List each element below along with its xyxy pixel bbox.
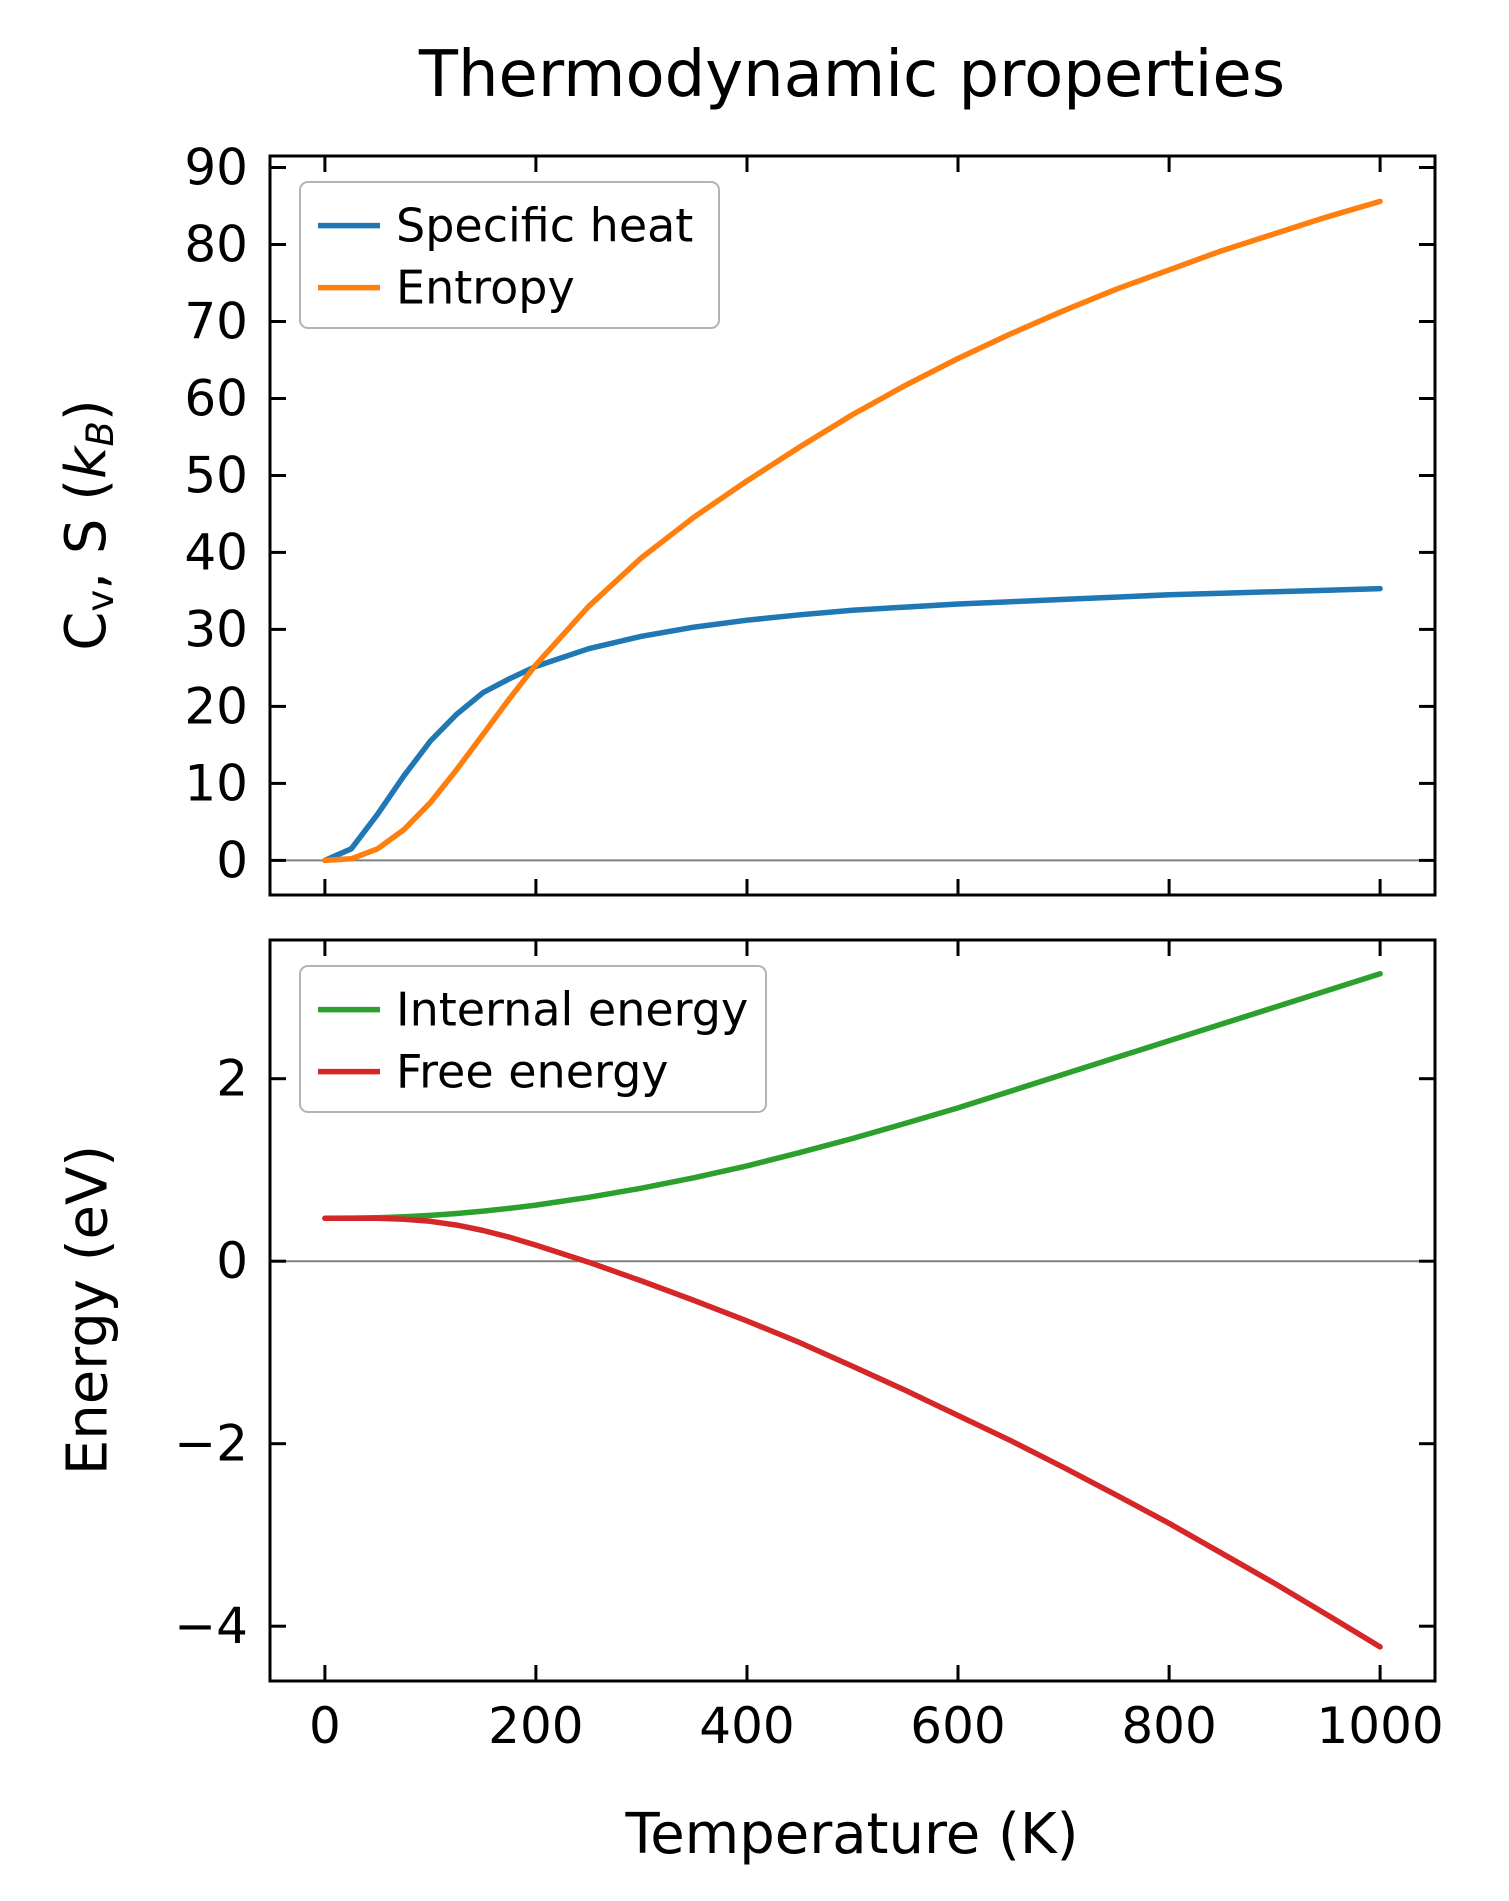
legend-label: Internal energy [396, 983, 748, 1037]
legend: Internal energy Free energy [299, 965, 767, 1113]
y-axis-label-segment: ) [53, 399, 119, 422]
y-tick-label: 60 [184, 370, 248, 428]
legend-label: Free energy [396, 1045, 669, 1099]
y-tick-label: 30 [184, 600, 248, 658]
y-tick-label: −2 [174, 1415, 248, 1473]
x-tick-label: 400 [699, 1697, 794, 1755]
upper-plot-area: 0 10 20 30 40 50 60 70 80 90 Specific heat Entropy [184, 139, 1437, 897]
y-axis-label-segment: Energy (eV) [55, 1144, 121, 1476]
y-tick-label: 90 [184, 139, 248, 197]
axis-ticks [270, 940, 1435, 1681]
y-tick-label: 0 [216, 1232, 248, 1290]
thermo-upper-svg: 0 10 20 30 40 50 60 70 80 90 Specific heat Entropy [184, 139, 1437, 897]
y-tick-label: 40 [184, 523, 248, 581]
y-tick-label: −4 [174, 1597, 248, 1655]
y-tick-label: 70 [184, 293, 248, 351]
y-axis-label-segment: v [79, 589, 123, 612]
x-tick-label: 1000 [1316, 1697, 1443, 1755]
axes-spines [268, 938, 1437, 1683]
y-axis-label-segment: k [53, 446, 119, 479]
series-line-free-energy [322, 1215, 1383, 1650]
series-line-specific-heat [322, 585, 1383, 864]
x-tick-label: 0 [309, 1697, 341, 1755]
chart-title: Thermodynamic properties [418, 38, 1286, 112]
y-tick-label: 10 [184, 754, 248, 812]
legend-box [299, 181, 720, 329]
y-tick-label: 2 [216, 1050, 248, 1108]
legend-label: Specific heat [396, 199, 693, 253]
lower-y-axis-label: Energy (eV) [56, 1145, 121, 1475]
y-axis-label-segment: , S ( [53, 478, 119, 590]
upper-y-axis-label: Cv, S (kB) [54, 399, 122, 650]
thermo-lower-svg: 0 200 400 600 800 1000 −4 −2 0 2 Internal energy Fr… [174, 938, 1444, 1755]
x-axis-label: Temperature (K) [625, 1802, 1079, 1867]
y-axis-label-segment: C [53, 611, 119, 651]
y-tick-label: 0 [216, 831, 248, 889]
x-tick-label: 600 [910, 1697, 1005, 1755]
axes-spines [268, 154, 1437, 897]
series-line-entropy [322, 198, 1383, 864]
series-line-internal-energy [322, 971, 1383, 1222]
x-tick-label: 800 [1121, 1697, 1216, 1755]
axis-ticks [270, 156, 1435, 895]
legend-box [299, 965, 767, 1113]
x-tick-label: 200 [488, 1697, 583, 1755]
y-tick-label: 20 [184, 677, 248, 735]
y-tick-label: 80 [184, 216, 248, 274]
y-tick-label: 50 [184, 447, 248, 505]
legend-label: Entropy [396, 261, 575, 315]
y-axis-label-segment: B [79, 421, 123, 447]
legend: Specific heat Entropy [299, 181, 720, 329]
lower-plot-area: 0 200 400 600 800 1000 −4 −2 0 2 Internal energy Fr… [174, 938, 1444, 1755]
